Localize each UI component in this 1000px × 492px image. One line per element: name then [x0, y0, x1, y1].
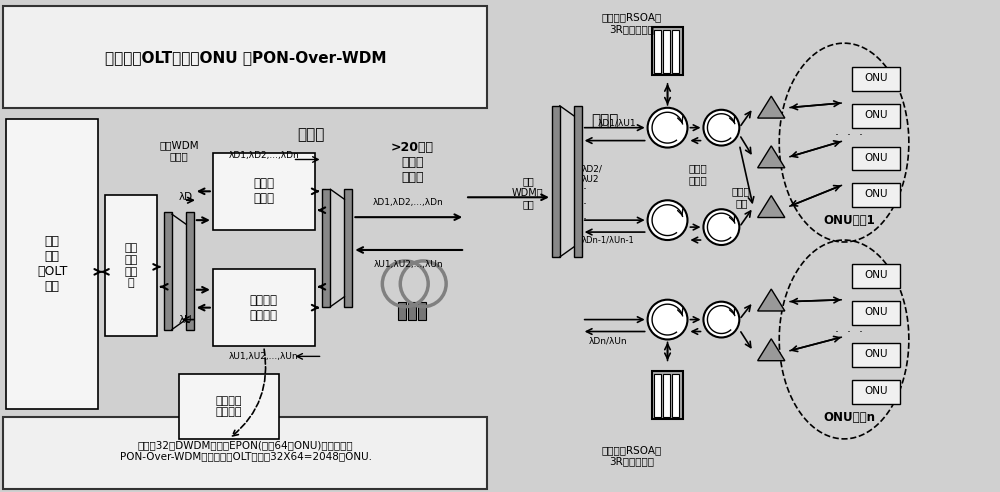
Text: 全光基于RSOA的
3R波长转换器: 全光基于RSOA的 3R波长转换器 [602, 445, 662, 466]
Text: 用户端: 用户端 [591, 113, 618, 128]
FancyBboxPatch shape [574, 106, 582, 257]
FancyBboxPatch shape [663, 374, 670, 417]
Polygon shape [758, 96, 785, 118]
Text: 中心局: 中心局 [297, 127, 324, 142]
Circle shape [703, 302, 739, 338]
Text: λD: λD [179, 192, 193, 202]
FancyBboxPatch shape [3, 6, 487, 108]
FancyBboxPatch shape [852, 147, 900, 170]
Text: 采用标准OLT和标准ONU 的PON-Over-WDM: 采用标准OLT和标准ONU 的PON-Over-WDM [105, 51, 386, 65]
FancyBboxPatch shape [186, 212, 194, 330]
Text: 无源光
循环器: 无源光 循环器 [688, 164, 707, 185]
FancyBboxPatch shape [322, 189, 330, 307]
FancyBboxPatch shape [213, 269, 315, 346]
FancyBboxPatch shape [852, 380, 900, 404]
Text: λU: λU [179, 314, 193, 325]
Text: ONU: ONU [864, 349, 888, 359]
Text: λU1,λU2,...,λUn: λU1,λU2,...,λUn [229, 352, 298, 361]
FancyBboxPatch shape [344, 189, 352, 307]
Text: ONU: ONU [864, 307, 888, 317]
Text: 波长选择
和转换器: 波长选择 和转换器 [250, 294, 278, 322]
Text: 无源
WDM耦
合器: 无源 WDM耦 合器 [512, 176, 544, 209]
Text: λD1,λD2,...,λDn: λD1,λD2,...,λDn [373, 198, 444, 207]
Text: λD1/λU1: λD1/λU1 [598, 118, 636, 127]
FancyBboxPatch shape [654, 374, 661, 417]
Text: 单个
标准
的OLT
设备: 单个 标准 的OLT 设备 [37, 235, 67, 293]
Text: ONU: ONU [864, 189, 888, 199]
FancyBboxPatch shape [672, 374, 679, 417]
FancyBboxPatch shape [652, 27, 683, 75]
Text: >20公里
单根传
输光纤: >20公里 单根传 输光纤 [391, 141, 434, 184]
FancyBboxPatch shape [418, 302, 426, 320]
Text: 多波长
发生器: 多波长 发生器 [253, 177, 274, 205]
Text: λDn-1/λUn-1: λDn-1/λUn-1 [582, 236, 635, 245]
FancyBboxPatch shape [6, 119, 98, 409]
Polygon shape [758, 339, 785, 361]
FancyBboxPatch shape [852, 67, 900, 91]
FancyBboxPatch shape [852, 343, 900, 368]
FancyBboxPatch shape [852, 264, 900, 288]
Text: λU1,λU2,...,λUn: λU1,λU2,...,λUn [373, 260, 443, 270]
Text: ONU: ONU [864, 270, 888, 280]
FancyBboxPatch shape [3, 417, 487, 489]
Text: ONU: ONU [864, 110, 888, 120]
Text: ONU: ONU [864, 386, 888, 396]
Text: ·  ·  ·: · · · [835, 326, 863, 339]
Polygon shape [758, 196, 785, 217]
Text: ONU: ONU [864, 73, 888, 83]
Text: ·
·
·: · · · [583, 183, 587, 226]
Circle shape [648, 300, 687, 339]
FancyBboxPatch shape [672, 30, 679, 73]
FancyBboxPatch shape [852, 104, 900, 127]
FancyBboxPatch shape [552, 106, 560, 257]
Text: λDn/λUn: λDn/λUn [588, 337, 627, 346]
Text: ONU组群n: ONU组群n [823, 410, 875, 424]
Text: 无源WDM
耦合器: 无源WDM 耦合器 [159, 140, 199, 161]
FancyBboxPatch shape [408, 302, 416, 320]
FancyBboxPatch shape [654, 30, 661, 73]
Text: 单个
收发
光模
块: 单个 收发 光模 块 [124, 244, 138, 288]
Text: 无源分
光器: 无源分 光器 [732, 186, 751, 208]
Circle shape [703, 110, 739, 146]
FancyBboxPatch shape [164, 212, 172, 330]
FancyBboxPatch shape [105, 195, 157, 337]
Circle shape [703, 209, 739, 245]
Text: λD1,λD2,...,λDn: λD1,λD2,...,λDn [228, 151, 299, 160]
Text: 注：以32个DWDM信道和EPON(挂接64个ONU)为例，采用
PON-Over-WDM技术，单个OLT可支持32X64=2048个ONU.: 注：以32个DWDM信道和EPON(挂接64个ONU)为例，采用 PON-Ove… [120, 440, 372, 461]
FancyBboxPatch shape [852, 301, 900, 325]
Polygon shape [758, 146, 785, 168]
Text: ONU组群1: ONU组群1 [823, 214, 875, 227]
FancyBboxPatch shape [213, 153, 315, 230]
FancyBboxPatch shape [663, 30, 670, 73]
FancyBboxPatch shape [398, 302, 406, 320]
Text: 远程光中
继放大器: 远程光中 继放大器 [216, 396, 242, 417]
Circle shape [648, 200, 687, 240]
FancyBboxPatch shape [179, 374, 279, 439]
Text: λD2/
λU2: λD2/ λU2 [582, 165, 603, 184]
FancyBboxPatch shape [852, 184, 900, 207]
Text: ONU: ONU [864, 153, 888, 162]
Text: ·  ·  ·: · · · [835, 129, 863, 142]
Polygon shape [758, 289, 785, 311]
Circle shape [648, 108, 687, 148]
Text: 全光基于RSOA的
3R波长转换器: 全光基于RSOA的 3R波长转换器 [602, 12, 662, 34]
FancyBboxPatch shape [652, 371, 683, 419]
